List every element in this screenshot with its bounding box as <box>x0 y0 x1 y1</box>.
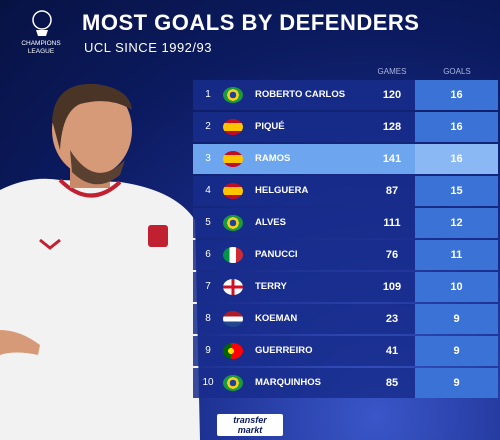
player-name: RAMOS <box>255 153 291 164</box>
flag-icon <box>223 343 243 359</box>
table-row: 10 MARQUINHOS 85 9 <box>193 368 498 398</box>
flag-icon <box>223 87 243 103</box>
title: MOST GOALS BY DEFENDERS <box>82 10 420 35</box>
player-name: GUERREIRO <box>255 345 313 356</box>
column-header: GAMES <box>377 67 407 76</box>
rank: 4 <box>205 185 211 196</box>
player-name: ROBERTO CARLOS <box>255 89 346 100</box>
table-row: 8 KOEMAN 23 9 <box>193 304 498 334</box>
player-name: PIQUÉ <box>255 121 285 132</box>
rank: 7 <box>205 281 211 292</box>
goals: 15 <box>450 185 463 197</box>
flag-icon <box>223 119 243 135</box>
flag-icon <box>223 247 243 263</box>
table-row: 4 HELGUERA 87 15 <box>193 176 498 206</box>
rank: 3 <box>205 153 211 164</box>
goals-cell-bg <box>415 144 498 174</box>
flag-icon <box>223 215 243 231</box>
rank: 5 <box>205 217 211 228</box>
flag-icon <box>223 311 243 327</box>
table-row: 9 GUERREIRO 41 9 <box>193 336 498 366</box>
goals: 9 <box>453 377 460 389</box>
rank: 2 <box>205 121 211 132</box>
games: 109 <box>382 281 402 293</box>
goals: 10 <box>450 281 463 293</box>
games: 76 <box>385 249 399 261</box>
games: 120 <box>382 89 402 101</box>
rank: 9 <box>205 345 211 356</box>
goals-cell-bg <box>415 80 498 110</box>
rank: 1 <box>205 89 211 100</box>
games: 87 <box>385 185 399 197</box>
games: 23 <box>385 313 399 325</box>
goals-cell-bg <box>415 336 498 366</box>
logo-text: transfer <box>233 415 267 425</box>
goals: 11 <box>450 249 463 261</box>
goals-cell-bg <box>415 368 498 398</box>
games: 85 <box>385 377 399 389</box>
goals: 12 <box>450 217 463 229</box>
goals: 16 <box>450 121 463 133</box>
goals: 9 <box>453 313 460 325</box>
flag-icon <box>223 183 243 199</box>
goals: 9 <box>453 345 460 357</box>
table-row: 7 TERRY 109 10 <box>193 272 498 302</box>
table-row: 1 ROBERTO CARLOS 120 16 <box>193 80 498 110</box>
games: 128 <box>382 121 402 133</box>
table-row: 6 PANUCCI 76 11 <box>193 240 498 270</box>
goals: 16 <box>450 89 463 101</box>
logo-text: markt <box>237 425 263 435</box>
flag-icon <box>223 375 243 391</box>
player-name: ALVES <box>255 217 286 228</box>
player-name: MARQUINHOS <box>255 377 321 388</box>
rank: 10 <box>202 377 214 388</box>
goals: 16 <box>450 153 463 165</box>
goals-cell-bg <box>415 240 498 270</box>
games: 41 <box>385 345 399 357</box>
player-name: TERRY <box>255 281 287 292</box>
goals-cell-bg <box>415 176 498 206</box>
league-logo: CHAMPIONS LEAGUE <box>21 40 61 55</box>
player-name: PANUCCI <box>255 249 298 260</box>
table-row: 3 RAMOS 141 16 <box>193 144 498 174</box>
goals-cell-bg <box>415 304 498 334</box>
rank: 6 <box>205 249 211 260</box>
flag-icon <box>223 279 243 295</box>
column-header: GOALS <box>443 67 471 76</box>
player-name: HELGUERA <box>255 185 309 196</box>
games: 141 <box>382 153 402 165</box>
table-row: 5 ALVES 111 12 <box>193 208 498 238</box>
goals-cell-bg <box>415 112 498 142</box>
games: 111 <box>383 217 401 229</box>
flag-icon <box>223 151 243 167</box>
goals-cell-bg <box>415 208 498 238</box>
rank: 8 <box>205 313 211 324</box>
player-name: KOEMAN <box>255 313 298 324</box>
subtitle: UCL SINCE 1992/93 <box>84 40 212 55</box>
table-row: 2 PIQUÉ 128 16 <box>193 112 498 142</box>
transfermarkt-logo: transfer markt <box>217 414 283 436</box>
goals-cell-bg <box>415 272 498 302</box>
